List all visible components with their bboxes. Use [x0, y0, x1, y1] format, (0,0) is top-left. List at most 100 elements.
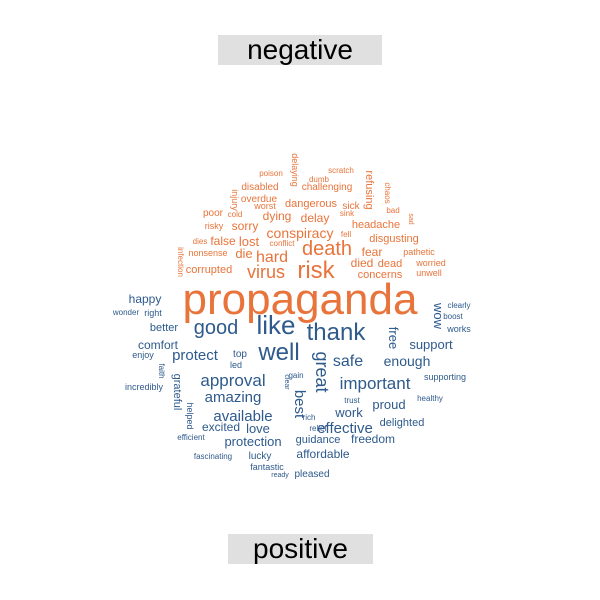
- word-false: false: [210, 234, 236, 248]
- word-refusing: refusing: [363, 170, 375, 209]
- word-proud: proud: [372, 397, 405, 412]
- word-die: die: [235, 246, 252, 261]
- word-right: right: [144, 308, 162, 318]
- word-risk: risk: [297, 257, 335, 284]
- word-well: well: [257, 339, 299, 366]
- word-clear: clear: [283, 374, 290, 390]
- word-overdue: overdue: [241, 194, 278, 205]
- word-gain: gain: [288, 371, 303, 380]
- word-conflict: conflict: [270, 239, 296, 248]
- word-trust: trust: [344, 396, 360, 405]
- word-poison: poison: [259, 169, 283, 178]
- word-unwell: unwell: [416, 268, 442, 278]
- word-death: death: [302, 238, 352, 260]
- word-propaganda: propaganda: [183, 275, 418, 324]
- word-delaying: delaying: [290, 153, 300, 187]
- word-thank: thank: [307, 319, 367, 346]
- word-fantastic: fantastic: [250, 462, 284, 472]
- word-guidance: guidance: [296, 434, 341, 446]
- word-comfort: comfort: [138, 338, 179, 352]
- word-dangerous: dangerous: [285, 198, 337, 210]
- word-concerns: concerns: [358, 269, 403, 281]
- word-protection: protection: [224, 434, 281, 449]
- word-lucky: lucky: [249, 451, 272, 462]
- word-better: better: [150, 322, 178, 334]
- word-free: free: [386, 327, 401, 349]
- word-dies: dies: [193, 237, 208, 246]
- word-scratch: scratch: [328, 166, 354, 175]
- word-dead: dead: [378, 258, 402, 270]
- word-wonder: wonder: [112, 308, 140, 317]
- word-excited: excited: [202, 420, 240, 434]
- word-wow: wow: [431, 302, 446, 330]
- word-sink: sink: [340, 209, 355, 218]
- word-faith: faith: [157, 363, 166, 378]
- word-clearly: clearly: [447, 301, 470, 310]
- word-important: important: [340, 374, 411, 393]
- word-dying: dying: [263, 209, 292, 223]
- word-dumb: dumb: [309, 175, 330, 184]
- word-hard: hard: [256, 249, 288, 266]
- word-available: available: [213, 408, 272, 425]
- word-ready: ready: [271, 472, 289, 479]
- word-nonsense: nonsense: [188, 248, 227, 258]
- word-work: work: [334, 405, 363, 420]
- word-sick: sick: [342, 201, 360, 212]
- word-incredibly: incredibly: [125, 382, 164, 392]
- word-delay: delay: [301, 211, 330, 225]
- word-fell: fell: [341, 230, 351, 239]
- word-cold: cold: [228, 210, 243, 219]
- word-sorry: sorry: [232, 219, 259, 233]
- word-supporting: supporting: [424, 372, 466, 382]
- word-efficient: efficient: [177, 433, 205, 442]
- word-amazing: amazing: [205, 389, 262, 406]
- word-challenging: challenging: [302, 182, 353, 193]
- word-relief: relief: [309, 424, 327, 433]
- word-pleased: pleased: [294, 469, 329, 480]
- positive-group-label: positive: [228, 534, 373, 564]
- word-led: led: [230, 360, 242, 370]
- word-freedom: freedom: [351, 432, 395, 446]
- word-worst: worst: [253, 201, 276, 211]
- word-disgusting: disgusting: [369, 233, 419, 245]
- word-corrupted: corrupted: [186, 264, 232, 276]
- word-support: support: [409, 337, 453, 352]
- word-fascinating: fascinating: [194, 452, 232, 461]
- word-poor: poor: [203, 208, 224, 219]
- word-died: died: [351, 256, 374, 270]
- word-happy: happy: [129, 292, 162, 306]
- word-safe: safe: [333, 353, 363, 370]
- word-enough: enough: [384, 353, 431, 369]
- word-helped: helped: [185, 402, 195, 429]
- word-boost: boost: [443, 312, 463, 321]
- word-bad: bad: [386, 206, 399, 215]
- word-infection: infection: [176, 247, 185, 277]
- word-enjoy: enjoy: [132, 350, 154, 360]
- word-risky: risky: [205, 221, 224, 231]
- word-good: good: [194, 317, 239, 339]
- word-protect: protect: [172, 347, 219, 364]
- word-chaos: chaos: [383, 182, 392, 203]
- word-effective: effective: [317, 420, 373, 437]
- word-delighted: delighted: [380, 417, 425, 429]
- negative-group-label: negative: [218, 35, 382, 65]
- word-disabled: disabled: [241, 182, 278, 193]
- word-worried: worried: [415, 258, 446, 268]
- word-fear: fear: [362, 245, 383, 259]
- word-top: top: [233, 349, 247, 360]
- word-virus: virus: [247, 262, 285, 282]
- word-approval: approval: [200, 371, 265, 390]
- word-healthy: healthy: [417, 394, 443, 403]
- word-great: great: [312, 351, 332, 392]
- word-pathetic: pathetic: [403, 247, 435, 257]
- word-sad: sad: [407, 213, 414, 224]
- word-like: like: [256, 310, 295, 340]
- word-headache: headache: [352, 219, 400, 231]
- word-grateful: grateful: [171, 374, 183, 411]
- word-affordable: affordable: [296, 447, 349, 461]
- word-rich: rich: [303, 413, 316, 422]
- word-lost: lost: [239, 234, 260, 249]
- word-best: best: [291, 390, 308, 419]
